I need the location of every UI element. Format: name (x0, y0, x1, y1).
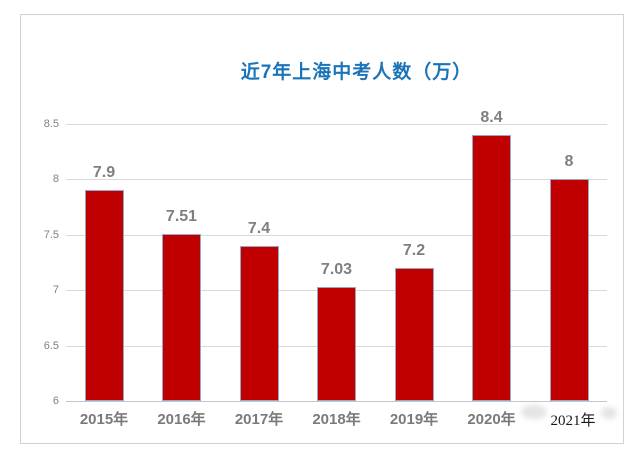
y-tick-label: 7.5 (43, 228, 59, 241)
chart-frame: 近7年上海中考人数（万） 6 6.5 7 7.5 8 8.5 7.9 2015年 7.51 20… (20, 14, 624, 444)
gridline (66, 124, 607, 125)
data-label: 8 (564, 153, 574, 171)
data-label: 7.2 (402, 242, 426, 260)
edit-smudge (601, 407, 617, 419)
y-tick-label: 8 (52, 173, 59, 186)
x-axis-label: 2016年 (157, 411, 206, 428)
chart-title: 近7年上海中考人数（万） (240, 62, 473, 83)
gridline (66, 179, 607, 181)
data-label: 7.4 (247, 219, 271, 237)
x-axis-line (66, 401, 607, 402)
bar-2018年 (317, 286, 356, 401)
bar-2021年 (549, 179, 589, 401)
x-axis-label: 2015年 (79, 411, 129, 428)
bar-2017年 (239, 245, 279, 401)
data-label: 7.51 (165, 207, 198, 225)
x-axis-label: 2017年 (234, 411, 284, 428)
data-label: 7.03 (320, 260, 353, 278)
y-tick-label: 8.5 (43, 118, 59, 130)
x-axis-label: 2020年 (467, 411, 516, 428)
gridline (66, 234, 607, 236)
edit-smudge (521, 405, 547, 419)
bar-2015年 (84, 190, 124, 401)
x-axis-label: 2021年 (528, 408, 618, 432)
data-label: 8.4 (480, 109, 503, 127)
data-label: 7.9 (92, 164, 116, 182)
x-axis-label: 2019年 (389, 411, 439, 428)
bar-2019年 (394, 268, 434, 401)
y-tick-label: 7 (52, 284, 59, 297)
bar-2016年 (162, 233, 201, 401)
y-tick-label: 6.5 (43, 339, 59, 352)
pasted-x-axis-label: 2021年 (545, 408, 601, 432)
bar-2020年 (472, 135, 511, 401)
y-tick-label: 6 (52, 395, 59, 407)
x-axis-label: 2018年 (312, 411, 361, 428)
